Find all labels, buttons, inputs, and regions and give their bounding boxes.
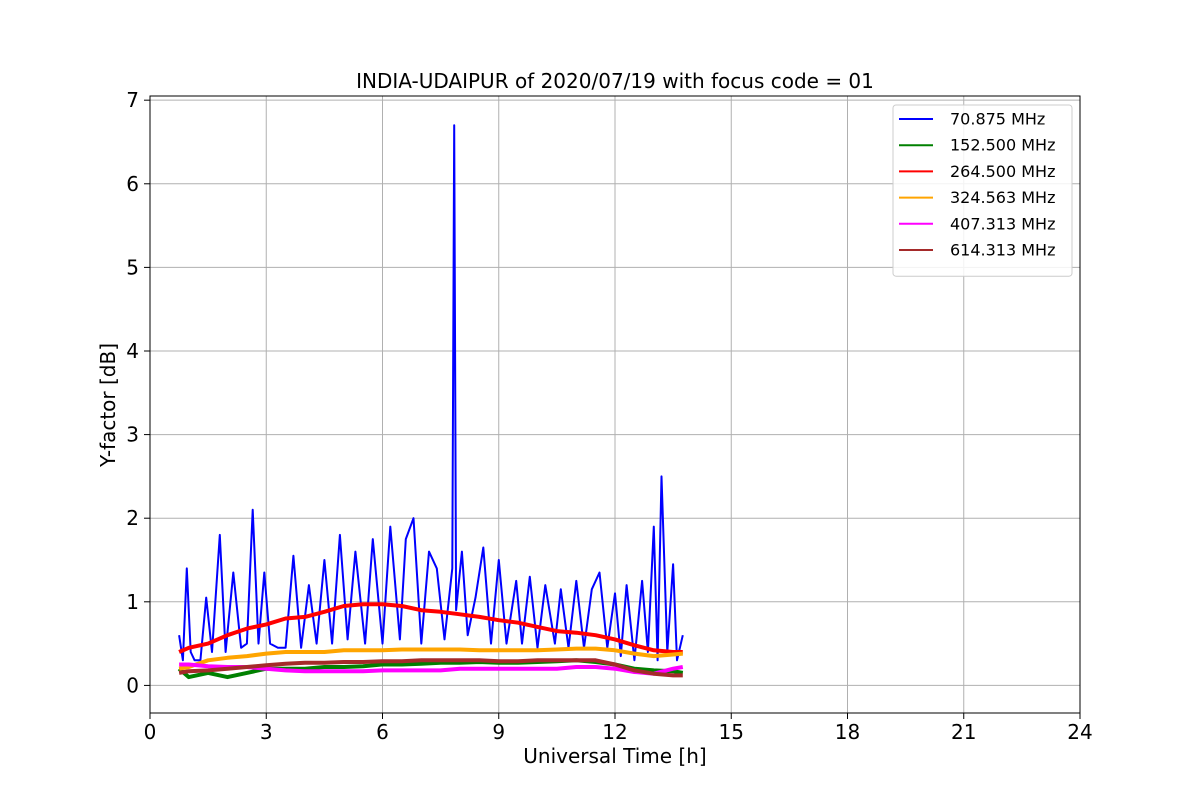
x-tick-label: 0: [144, 720, 157, 744]
series-line-1: [178, 124, 684, 662]
y-tick-label: 7: [126, 88, 139, 112]
x-tick-label: 12: [602, 720, 627, 744]
y-tick-label: 1: [126, 590, 139, 614]
x-tick-label: 9: [492, 720, 505, 744]
legend-label: 70.875 MHz: [950, 110, 1045, 129]
y-tick-label: 2: [126, 506, 139, 530]
x-axis-label: Universal Time [h]: [523, 744, 706, 768]
legend-box: [892, 104, 1073, 277]
x-tick-label: 21: [951, 720, 976, 744]
chart-title: INDIA-UDAIPUR of 2020/07/19 with focus c…: [356, 69, 874, 93]
x-tick-label: 6: [376, 720, 389, 744]
y-tick-label: 0: [126, 673, 139, 697]
legend-label: 152.500 MHz: [950, 136, 1055, 155]
series-line-4: [178, 646, 683, 671]
series-layer: [177, 124, 684, 680]
x-tick-label: 24: [1067, 720, 1092, 744]
y-axis-label: Y-factor [dB]: [96, 343, 120, 468]
y-tick-label: 4: [126, 339, 139, 363]
series-line-6: [178, 658, 683, 678]
legend-label: 614.313 MHz: [950, 241, 1055, 260]
x-tick-label: 3: [260, 720, 273, 744]
series-line-3: [178, 602, 683, 654]
legend-label: 324.563 MHz: [950, 188, 1055, 207]
y-tick-label: 6: [126, 172, 139, 196]
legend-label: 264.500 MHz: [950, 162, 1055, 181]
x-tick-label: 18: [835, 720, 860, 744]
legend: 70.875 MHz 152.500 MHz 264.500 MHz 324.563 …: [892, 104, 1073, 277]
legend-label: 407.313 MHz: [950, 214, 1055, 233]
y-tick-label: 5: [126, 255, 139, 279]
y-tick-label: 3: [126, 423, 139, 447]
x-tick-label: 15: [719, 720, 744, 744]
